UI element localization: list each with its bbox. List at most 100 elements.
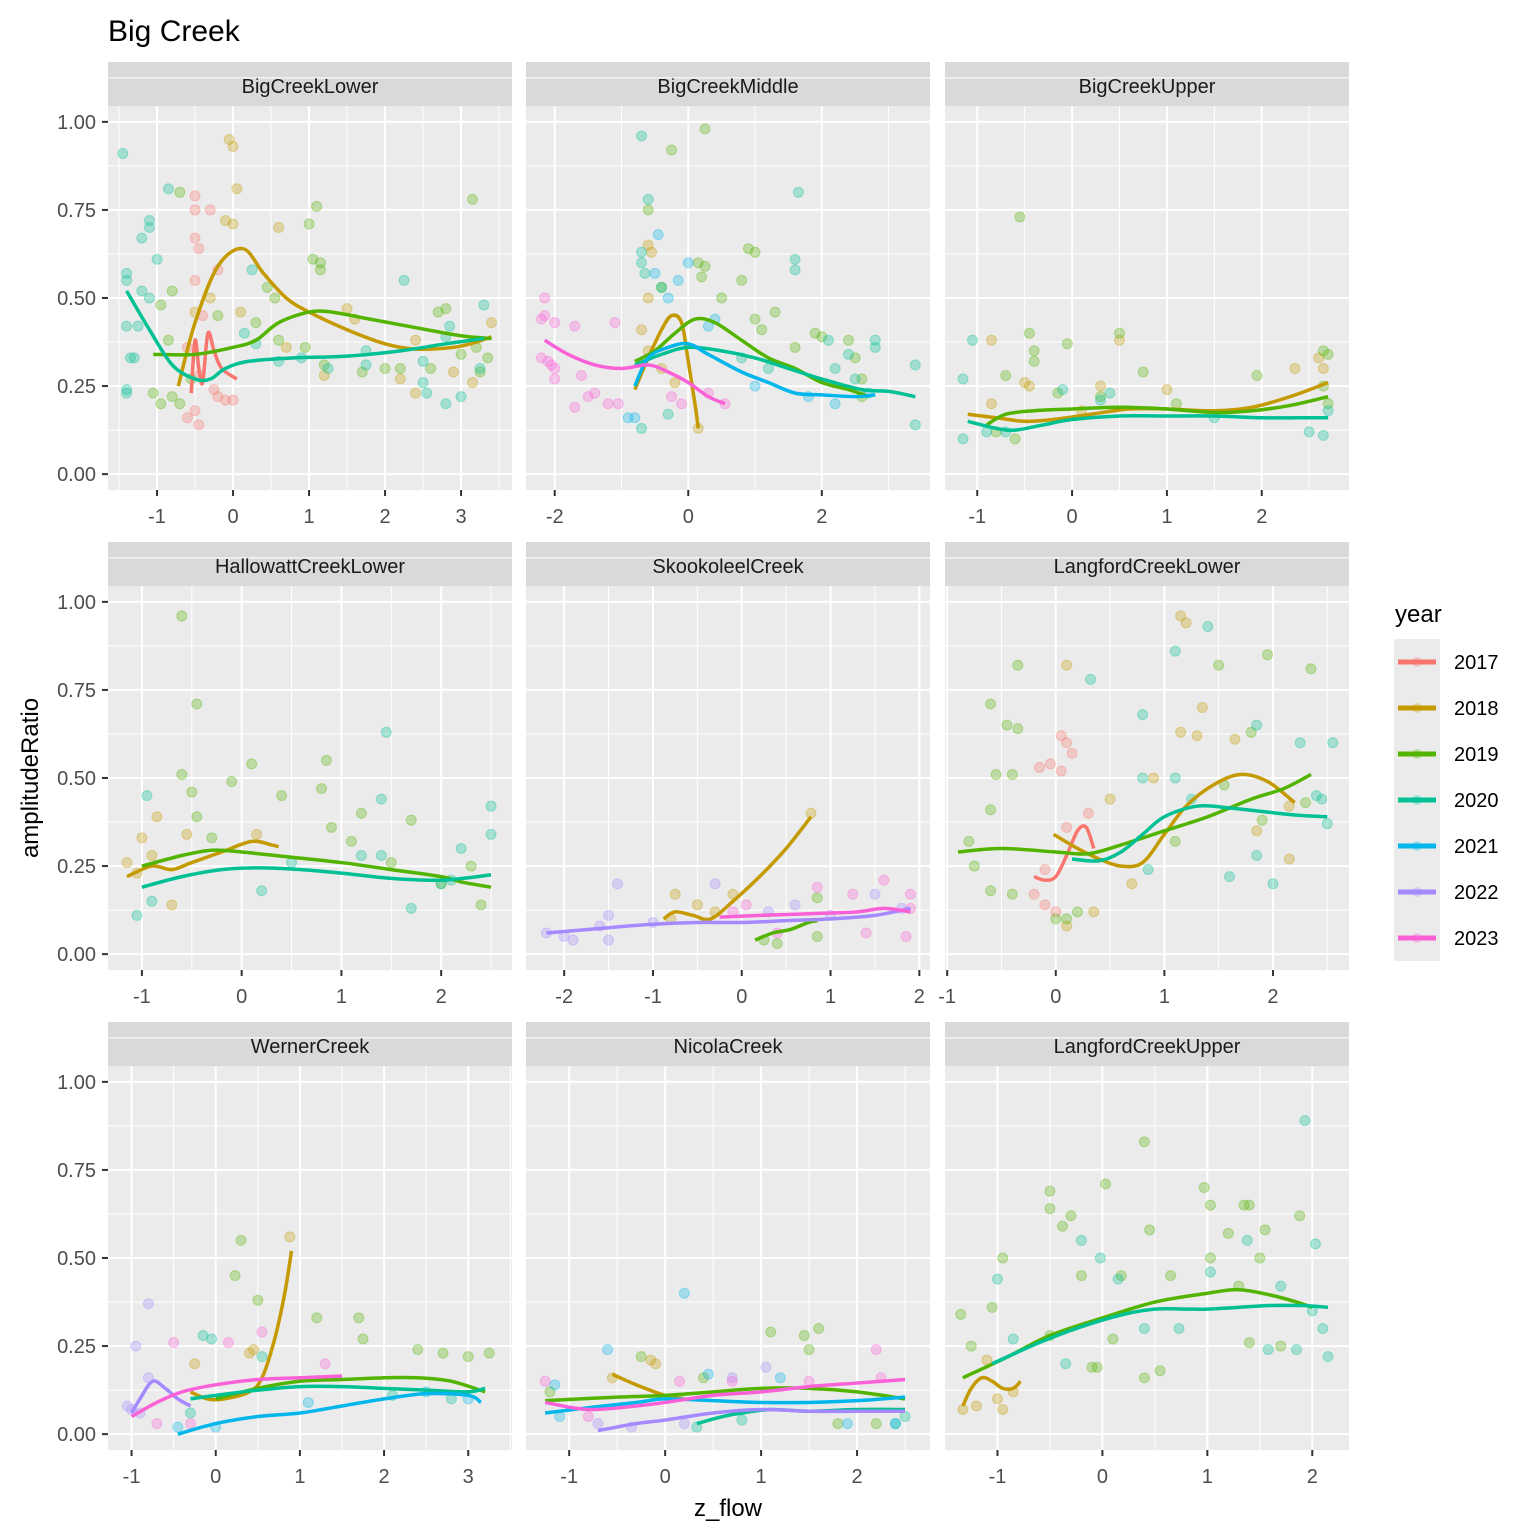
x-tick-label: 0	[736, 986, 747, 1008]
data-point-2023	[549, 317, 561, 329]
y-tick-label: 0.00	[57, 944, 96, 966]
data-point-2019	[474, 366, 486, 378]
data-point-2020	[128, 352, 140, 364]
data-point-2022	[678, 1418, 690, 1430]
data-point-2019	[1006, 768, 1018, 780]
data-point-2019	[1006, 888, 1018, 900]
smooth-line-2019	[153, 309, 492, 357]
smooth-line-2019	[957, 772, 1312, 856]
x-tick-label: -1	[148, 506, 166, 528]
data-point-2023	[878, 874, 890, 886]
data-point-2017	[1055, 730, 1067, 742]
data-point-2023	[256, 1326, 268, 1338]
data-point-2020	[636, 422, 648, 434]
data-point-2019	[642, 204, 654, 216]
data-point-2018	[645, 1354, 657, 1366]
data-point-2020	[1137, 772, 1149, 784]
data-point-2019	[843, 334, 855, 346]
data-point-2019	[1138, 1372, 1150, 1384]
data-layer	[955, 1115, 1334, 1415]
data-point-2017	[1082, 807, 1094, 819]
data-point-2019	[174, 186, 186, 198]
data-point-2020	[1267, 878, 1279, 890]
data-point-2019	[699, 260, 711, 272]
data-point-2019	[1028, 355, 1040, 367]
data-point-2020	[444, 320, 456, 332]
data-point-2019	[832, 1418, 844, 1430]
data-point-2023	[539, 310, 551, 322]
facet-strip-label: NicolaCreek	[674, 1036, 784, 1058]
smooth-line-2019	[634, 316, 870, 399]
data-point-2019	[856, 373, 868, 385]
data-point-2019	[405, 814, 417, 826]
data-point-2019	[789, 341, 801, 353]
facet-panels: BigCreekLower-1 0 1 2 30.000.250.500.751.00B…	[57, 62, 1349, 1488]
smooth-line-2021	[177, 1391, 482, 1436]
data-point-2021	[662, 292, 674, 304]
data-point-2019	[246, 758, 258, 770]
y-tick-label: 1.00	[57, 1072, 96, 1094]
facet-panel-BigCreekUpper: BigCreekUpper -1 0 1 2	[945, 62, 1349, 528]
data-point-2019	[307, 253, 319, 265]
data-point-2018	[1061, 920, 1073, 932]
data-layer	[117, 133, 497, 431]
x-tick-label: -1	[133, 986, 151, 1008]
data-point-2020	[1322, 405, 1334, 417]
data-point-2018	[691, 899, 703, 911]
data-point-2020	[1309, 1238, 1321, 1250]
data-point-2019	[1154, 1365, 1166, 1377]
data-point-2020	[822, 334, 834, 346]
data-point-2019	[226, 776, 238, 788]
data-point-2019	[276, 790, 288, 802]
data-point-2023	[549, 362, 561, 374]
smooth-line-2023	[719, 906, 911, 919]
x-tick-label: -1	[644, 986, 662, 1008]
data-layer	[121, 1231, 495, 1436]
data-point-2018	[1095, 380, 1107, 392]
data-point-2020	[1321, 818, 1333, 830]
data-point-2019	[315, 783, 327, 795]
legend-label: 2022	[1454, 882, 1499, 904]
data-point-2019	[235, 1234, 247, 1246]
data-point-2019	[1009, 433, 1021, 445]
data-point-2020	[143, 292, 155, 304]
data-point-2020	[636, 257, 648, 269]
data-point-2018	[409, 334, 421, 346]
data-point-2019	[769, 306, 781, 318]
data-point-2020	[1322, 1351, 1334, 1363]
legend-label: 2018	[1454, 698, 1499, 720]
data-point-2023	[740, 899, 752, 911]
data-point-2020	[636, 130, 648, 142]
facet-strip-label: LangfordCreekUpper	[1054, 1036, 1241, 1058]
y-tick-label: 0.00	[57, 1424, 96, 1446]
data-point-2020	[478, 299, 490, 311]
x-tick-label: -1	[968, 506, 986, 528]
data-point-2019	[311, 1312, 323, 1324]
data-point-2020	[121, 267, 133, 279]
data-point-2019	[483, 1347, 495, 1359]
legend-label: 2019	[1454, 744, 1499, 766]
data-point-2019	[965, 1340, 977, 1352]
y-tick-label: 1.00	[57, 112, 96, 134]
data-point-2020	[375, 850, 387, 862]
data-point-2021	[302, 1396, 314, 1408]
data-point-2018	[284, 1231, 296, 1243]
data-point-2019	[379, 362, 391, 374]
x-tick-label: 2	[436, 986, 447, 1008]
x-tick-label: 1	[336, 986, 347, 1008]
data-point-2019	[303, 218, 315, 230]
y-tick-label: 0.00	[57, 464, 96, 486]
data-point-2023	[674, 1375, 686, 1387]
data-point-2019	[544, 1386, 556, 1398]
data-point-2019	[357, 1333, 369, 1345]
smooth-line-2018	[126, 839, 280, 879]
data-point-2020	[1316, 793, 1328, 805]
data-point-2019	[1243, 1199, 1255, 1211]
data-point-2018	[1175, 610, 1187, 622]
data-point-2022	[603, 934, 615, 946]
y-axis-title: amplitudeRatio	[17, 698, 44, 858]
data-point-2020	[1299, 1115, 1311, 1127]
data-point-2020	[843, 348, 855, 360]
data-point-2019	[1100, 1178, 1112, 1190]
data-point-2019	[1028, 345, 1040, 357]
